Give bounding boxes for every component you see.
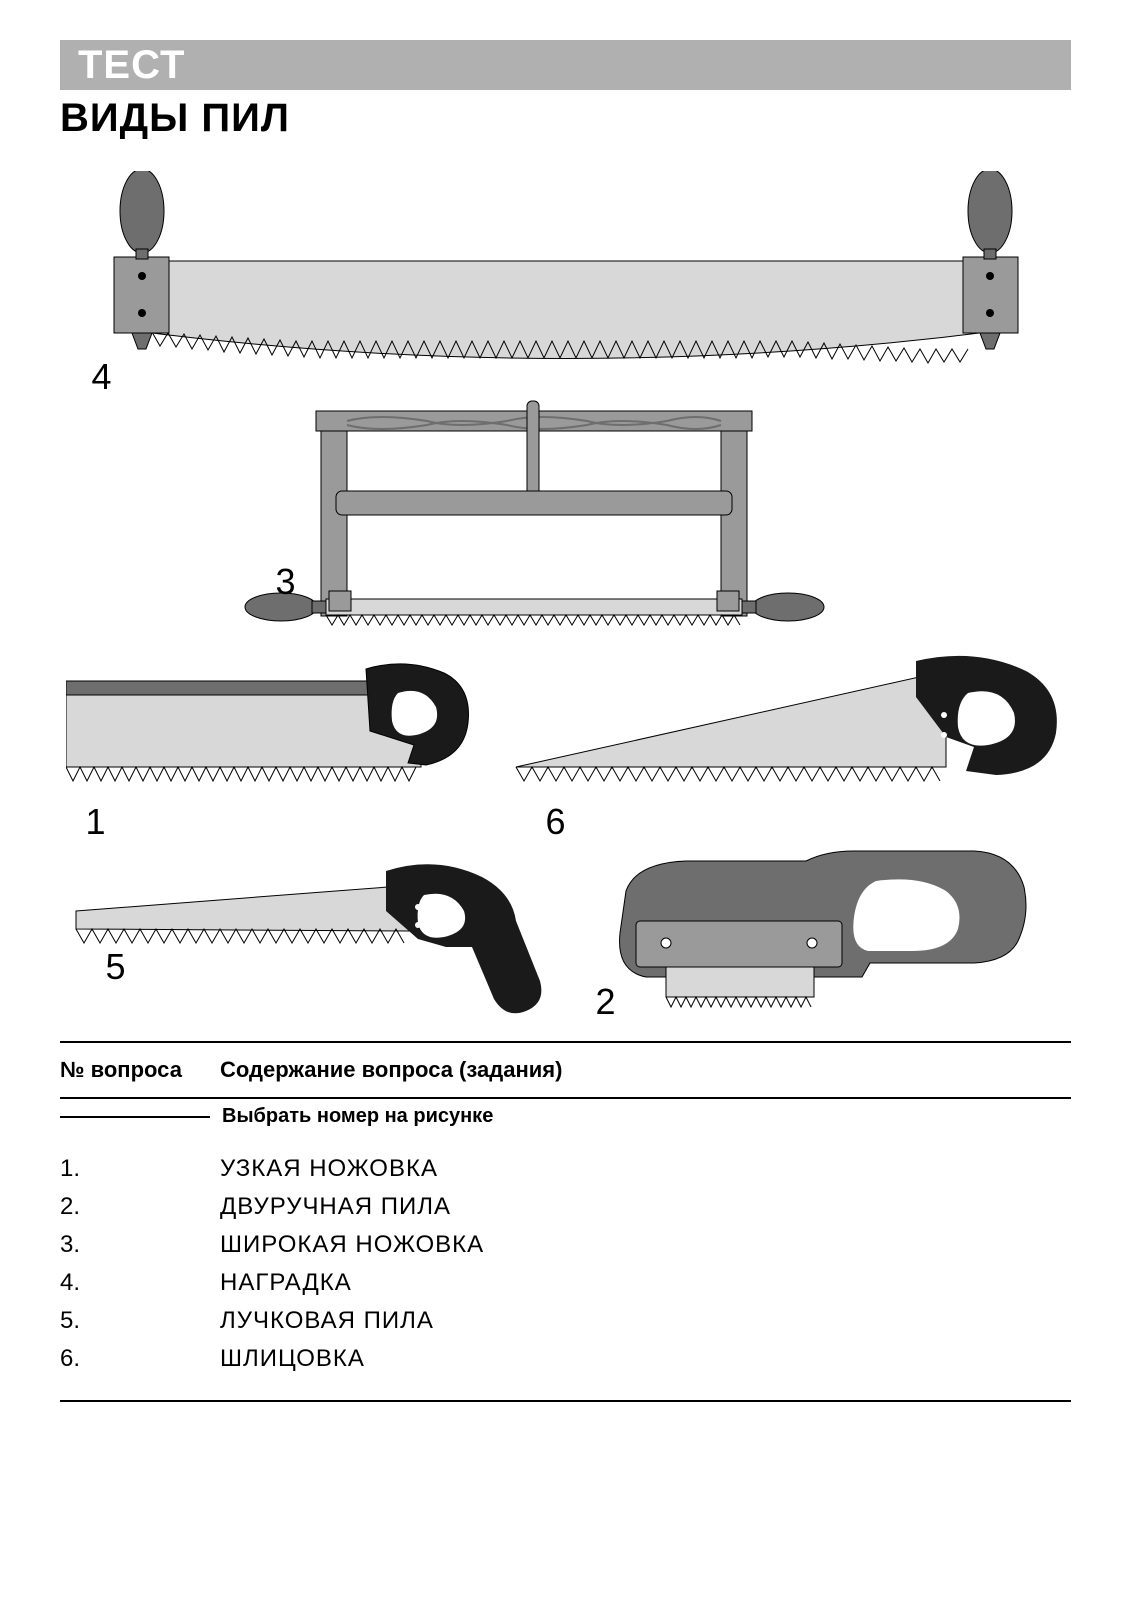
- table-subhead: Выбрать номер на рисунке: [222, 1105, 493, 1128]
- row-text: НАГРАДКА: [220, 1269, 1071, 1297]
- label-3: 3: [276, 561, 296, 603]
- question-table: № вопроса Содержание вопроса (задания) В…: [60, 1041, 1071, 1402]
- table-header-num: № вопроса: [60, 1057, 220, 1083]
- row-num: 5.: [60, 1307, 220, 1335]
- saws-figure: 4 3 1 6 5 2: [66, 171, 1066, 1021]
- table-row: 5. ЛУЧКОВАЯ ПИЛА: [60, 1302, 1071, 1340]
- saw-5-narrow: [76, 864, 541, 1013]
- table-row: 4. НАГРАДКА: [60, 1264, 1071, 1302]
- label-1: 1: [86, 801, 106, 843]
- table-header-content: Содержание вопроса (задания): [220, 1057, 1071, 1083]
- label-2: 2: [596, 981, 616, 1023]
- row-num: 6.: [60, 1345, 220, 1373]
- table-row: 3. ШИРОКАЯ НОЖОВКА: [60, 1226, 1071, 1264]
- row-text: ЛУЧКОВАЯ ПИЛА: [220, 1307, 1071, 1335]
- row-num: 1.: [60, 1155, 220, 1183]
- saw-1-backsaw: [66, 664, 469, 781]
- label-5: 5: [106, 946, 126, 988]
- table-row: 6. ШЛИЦОВКА: [60, 1340, 1071, 1378]
- page-title: ВИДЫ ПИЛ: [60, 96, 1071, 141]
- saw-3-bow: [245, 401, 824, 625]
- label-4: 4: [92, 356, 112, 398]
- header-badge-text: ТЕСТ: [78, 43, 185, 88]
- row-num: 4.: [60, 1269, 220, 1297]
- saws-svg: [66, 171, 1066, 1021]
- table-row: 2. ДВУРУЧНАЯ ПИЛА: [60, 1188, 1071, 1226]
- header-badge: ТЕСТ: [60, 40, 1071, 90]
- table-row: 1. УЗКАЯ НОЖОВКА: [60, 1150, 1071, 1188]
- row-text: ШЛИЦОВКА: [220, 1345, 1071, 1373]
- row-text: ШИРОКАЯ НОЖОВКА: [220, 1231, 1071, 1259]
- row-text: ДВУРУЧНАЯ ПИЛА: [220, 1193, 1071, 1221]
- row-num: 3.: [60, 1231, 220, 1259]
- row-num: 2.: [60, 1193, 220, 1221]
- row-text: УЗКАЯ НОЖОВКА: [220, 1155, 1071, 1183]
- saw-2-groove: [619, 851, 1025, 1007]
- saw-6-handsaw: [516, 656, 1057, 781]
- label-6: 6: [546, 801, 566, 843]
- saw-4-two-man: [114, 171, 1018, 363]
